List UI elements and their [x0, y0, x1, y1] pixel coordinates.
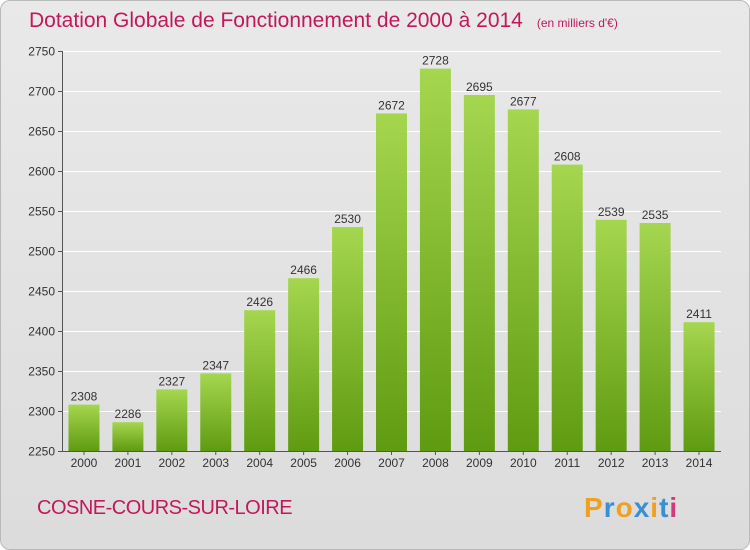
bar-2014 [683, 322, 715, 451]
y-tick-label-2250: 2250 [28, 445, 55, 459]
axes [58, 51, 721, 455]
y-tick-label-2550: 2550 [28, 205, 55, 219]
x-tick-label-2011: 2011 [554, 456, 580, 470]
y-tick-label-2500: 2500 [28, 245, 55, 259]
data-label-2005: 2466 [290, 263, 317, 277]
data-label-2006: 2530 [334, 212, 361, 226]
data-label-2012: 2539 [598, 205, 625, 219]
x-tick-label-2004: 2004 [246, 456, 273, 470]
bar-2004 [244, 310, 276, 451]
y-tick-label-2700: 2700 [28, 85, 55, 99]
x-tick-label-2008: 2008 [422, 456, 449, 470]
y-tick-labels: 2250 2300 2350 2400 2450 2500 2550 2600 2650 2700… [28, 45, 55, 459]
chart-title: Dotation Globale de Fonctionnement de 20… [29, 9, 523, 32]
data-label-2013: 2535 [642, 208, 669, 222]
y-tick-label-2300: 2300 [28, 405, 55, 419]
chart-unit-note: (en milliers d'€) [536, 16, 618, 30]
y-tick-label-2600: 2600 [28, 165, 55, 179]
x-tick-labels: 2000 2001 2002 2003 2004 2005 2006 2007 2008 2009… [71, 456, 713, 470]
bar-2012 [595, 219, 627, 451]
data-labels: 2308 2286 2327 2347 2426 2466 2530 2672 2728 2695… [71, 54, 713, 422]
data-label-2004: 2426 [246, 295, 273, 309]
bar-2006 [332, 227, 364, 451]
x-tick-label-2009: 2009 [466, 456, 493, 470]
y-tick-label-2400: 2400 [28, 325, 55, 339]
bar-2010 [507, 109, 539, 452]
logo-letter: o [615, 492, 634, 523]
x-tick-label-2013: 2013 [642, 456, 669, 470]
bar-2002 [156, 389, 188, 451]
bars [68, 68, 715, 452]
x-tick-label-2012: 2012 [598, 456, 625, 470]
y-tick-label-2650: 2650 [28, 125, 55, 139]
data-label-2008: 2728 [422, 54, 449, 68]
data-label-2009: 2695 [466, 80, 493, 94]
x-tick-label-2005: 2005 [290, 456, 317, 470]
bar-2007 [376, 113, 407, 452]
x-tick-label-2010: 2010 [510, 456, 537, 470]
logo-letter: P [584, 492, 604, 523]
logo-letter: i [650, 492, 660, 523]
bar-2001 [112, 422, 144, 451]
logo-letter: i [669, 492, 679, 523]
bar-2003 [200, 373, 232, 451]
commune-name: COSNE-COURS-SUR-LOIRE [37, 497, 293, 519]
logo-letter: x [633, 492, 651, 523]
bar-2013 [639, 223, 671, 451]
x-tick-label-2007: 2007 [378, 456, 405, 470]
data-label-2014: 2411 [686, 307, 712, 321]
bar-2011 [551, 164, 583, 451]
data-label-2003: 2347 [202, 358, 229, 372]
logo-letter: r [603, 492, 616, 523]
x-tick-label-2000: 2000 [71, 456, 98, 470]
x-tick-label-2006: 2006 [334, 456, 361, 470]
data-label-2010: 2677 [510, 94, 537, 108]
x-tick-label-2001: 2001 [115, 456, 142, 470]
data-label-2002: 2327 [158, 374, 185, 388]
bar-2008 [419, 68, 451, 451]
data-label-2007: 2672 [378, 98, 405, 112]
bar-2009 [463, 95, 495, 451]
bar-2005 [288, 278, 320, 451]
bar-2000 [68, 404, 100, 451]
logo-letter: t [659, 492, 670, 523]
data-label-2000: 2308 [71, 390, 98, 404]
chart-title-block: Dotation Globale de Fonctionnement de 20… [29, 7, 618, 37]
data-label-2011: 2608 [554, 150, 581, 164]
x-tick-label-2014: 2014 [686, 456, 713, 470]
y-tick-label-2450: 2450 [28, 285, 55, 299]
data-label-2001: 2286 [115, 407, 142, 421]
y-tick-label-2350: 2350 [28, 365, 55, 379]
x-tick-label-2003: 2003 [202, 456, 229, 470]
proxiti-logo[interactable]: Proxiti [584, 491, 678, 525]
x-tick-label-2002: 2002 [158, 456, 185, 470]
y-tick-label-2750: 2750 [28, 45, 55, 59]
